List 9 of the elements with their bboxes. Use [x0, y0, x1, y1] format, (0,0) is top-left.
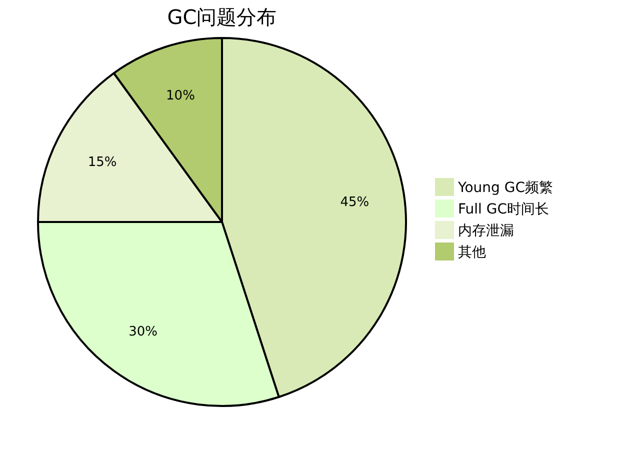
chart-title: GC问题分布 — [167, 5, 277, 29]
data-label: 10% — [166, 88, 195, 104]
data-label: 30% — [128, 324, 158, 340]
data-label: 15% — [88, 155, 117, 170]
data-label: 45% — [340, 194, 370, 210]
legend-label: Young GC频繁 — [457, 180, 553, 196]
legend-label: 内存泄漏 — [458, 223, 514, 239]
legend-label: 其他 — [458, 244, 486, 260]
legend-label: Full GC时间长 — [458, 202, 550, 218]
